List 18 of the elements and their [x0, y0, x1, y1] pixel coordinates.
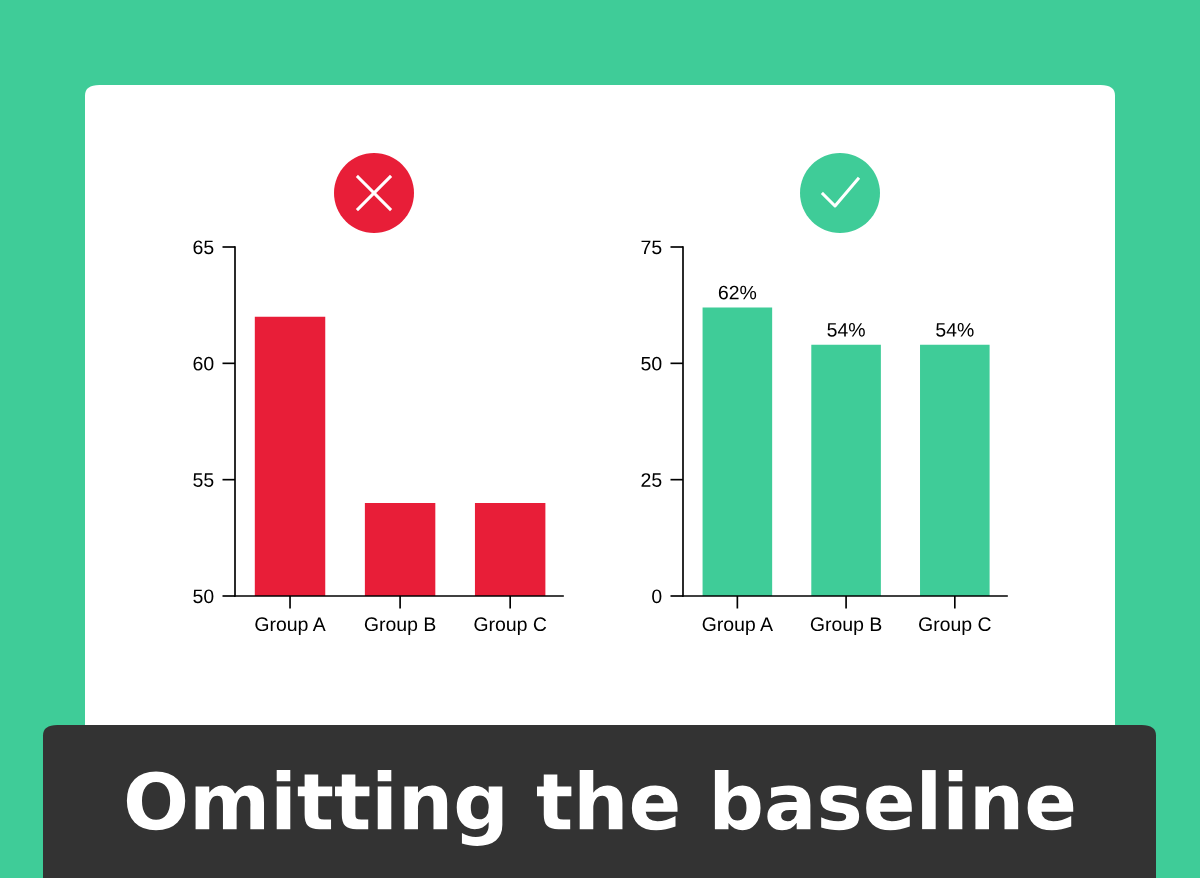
- y-tick-label: 0: [652, 589, 662, 604]
- data-label: 54%: [936, 323, 974, 337]
- x-tick-label: Group B: [364, 617, 436, 635]
- x-tick-label: Group B: [810, 617, 882, 635]
- y-tick-label: 65: [193, 240, 214, 255]
- data-label: 62%: [718, 285, 757, 300]
- x-tick-label: Group C: [474, 617, 547, 635]
- y-tick-label: 50: [641, 356, 662, 371]
- x-tick-label: Group A: [255, 617, 326, 635]
- y-tick-label: 75: [641, 240, 662, 255]
- y-tick-label: 25: [641, 473, 662, 487]
- data-label: 54%: [827, 323, 865, 337]
- y-tick-label: 60: [193, 356, 214, 371]
- x-tick-label: Group C: [919, 617, 991, 635]
- y-tick-label: 50: [193, 589, 214, 604]
- text: Omitting the baseline: [126, 770, 1074, 846]
- y-tick-label: 55: [193, 473, 214, 487]
- x-tick-label: Group A: [702, 617, 773, 635]
